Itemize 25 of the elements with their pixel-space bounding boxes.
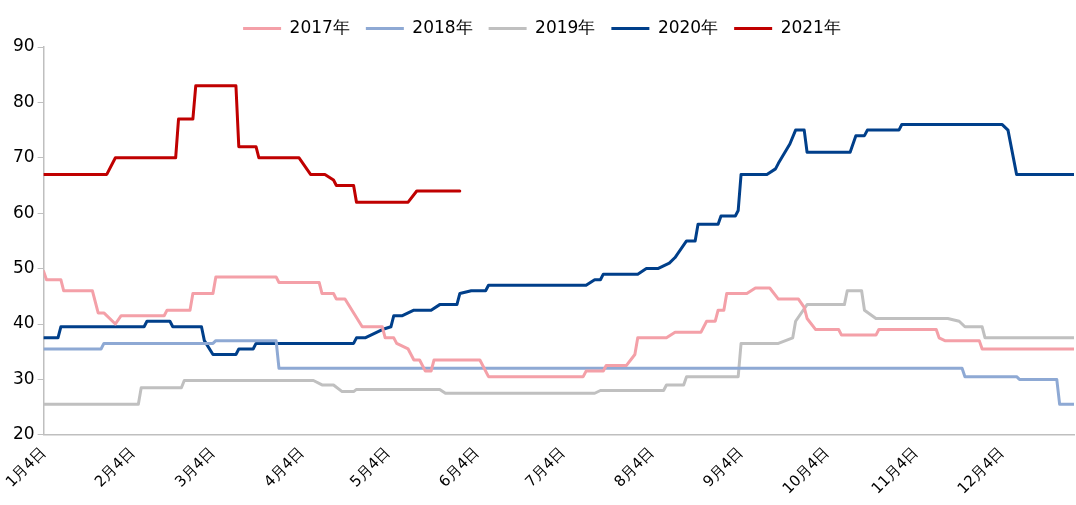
y-tick-label: 30 (12, 367, 35, 388)
y-tick-label: 50 (12, 257, 35, 278)
y-tick-label: 80 (12, 90, 35, 111)
x-tick-label: 11月4日 (867, 443, 922, 498)
x-tick-label: 8月4日 (610, 443, 658, 491)
x-tick-label: 1月4日 (1, 443, 50, 491)
legend-label: 2017年 (289, 16, 350, 37)
x-tick-label: 2月4日 (90, 443, 139, 491)
y-tick-label: 90 (12, 35, 35, 56)
legend-label: 2021年 (780, 16, 841, 37)
x-tick-label: 6月4日 (435, 443, 483, 491)
x-tick-label: 3月4日 (171, 443, 219, 491)
x-tick-label: 5月4日 (346, 443, 394, 491)
legend-label: 2019年 (535, 16, 596, 37)
x-tick-label: 4月4日 (260, 443, 308, 491)
x-tick-label: 10月4日 (778, 443, 833, 498)
legend-label: 2018年 (412, 16, 473, 37)
x-tick-label: 12月4日 (953, 443, 1008, 498)
y-tick-label: 40 (12, 312, 35, 333)
y-tick-label: 70 (12, 146, 35, 167)
legend-label: 2020年 (657, 16, 719, 37)
y-tick-label: 60 (12, 201, 35, 222)
x-tick-label: 7月4日 (521, 443, 569, 491)
y-tick-label: 20 (12, 423, 35, 444)
x-tick-label: 9月4日 (699, 443, 747, 491)
